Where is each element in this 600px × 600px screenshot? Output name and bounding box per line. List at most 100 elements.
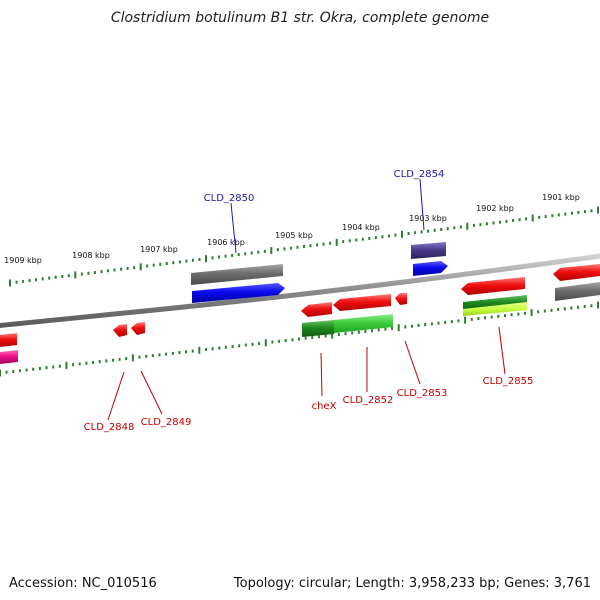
inner-minor-tick: [92, 360, 94, 364]
gene-arrow-purple[interactable]: [411, 242, 446, 259]
gene-label-chex[interactable]: cheX: [312, 401, 337, 412]
gene-arrow-magenta-left-edge[interactable]: [0, 350, 18, 364]
inner-minor-tick: [5, 370, 8, 374]
inner-minor-tick: [417, 323, 420, 327]
inner-minor-tick: [490, 315, 493, 319]
outer-minor-tick: [355, 238, 358, 242]
inner-minor-tick: [477, 317, 480, 321]
inner-minor-tick: [85, 361, 88, 365]
outer-minor-tick: [87, 271, 90, 275]
inner-minor-tick: [364, 329, 367, 333]
outer-minor-tick: [172, 261, 175, 265]
outer-minor-tick: [67, 274, 70, 278]
outer-minor-tick: [420, 230, 423, 234]
outer-minor-tick: [276, 248, 279, 252]
outer-tick-track: [9, 206, 599, 287]
inner-minor-tick: [557, 308, 560, 311]
tick-label-1903: 1903 kbp: [409, 214, 447, 223]
connector-cld-2850: [230, 202, 237, 254]
inner-minor-tick: [145, 354, 148, 358]
gene-arrow-cld-2854[interactable]: [413, 261, 448, 276]
inner-minor-tick: [504, 314, 506, 318]
outer-minor-tick: [61, 275, 64, 278]
outer-minor-tick: [427, 229, 430, 233]
inner-minor-tick: [238, 344, 241, 348]
outer-minor-tick: [433, 228, 436, 232]
inner-minor-tick: [311, 336, 314, 339]
outer-minor-tick: [407, 232, 410, 235]
gene-label-cld-2850[interactable]: CLD_2850: [204, 193, 255, 204]
inner-minor-tick: [590, 304, 593, 308]
inner-minor-tick: [543, 309, 546, 313]
inner-minor-tick: [450, 320, 453, 324]
outer-minor-tick: [165, 262, 168, 265]
inner-minor-tick: [424, 323, 427, 327]
inner-minor-tick: [304, 336, 307, 340]
gene-arrow-cld-2855-red[interactable]: [461, 277, 525, 295]
outer-minor-tick: [590, 209, 593, 213]
gene-arrow-cld-2850[interactable]: [192, 283, 285, 303]
outer-minor-tick: [41, 277, 44, 281]
gene-label-cld-2855[interactable]: CLD_2855: [483, 376, 534, 387]
outer-minor-tick: [191, 258, 194, 262]
forward-strand-genes: [191, 242, 600, 303]
tick-label-1906: 1906 kbp: [207, 238, 245, 247]
outer-minor-tick: [348, 239, 351, 243]
inner-major-tick: [530, 309, 533, 317]
outer-minor-tick: [250, 251, 253, 255]
gene-arrow-red-right-edge[interactable]: [553, 264, 600, 281]
outer-major-tick: [205, 255, 207, 263]
gene-arrow-cld-2852-green[interactable]: [334, 314, 393, 333]
inner-minor-tick: [185, 350, 187, 354]
inner-minor-tick: [58, 364, 61, 368]
gene-arrow-cld-2852-red[interactable]: [333, 294, 391, 311]
connector-cld-2855: [498, 326, 506, 375]
inner-minor-tick: [470, 317, 473, 321]
outer-minor-tick: [100, 270, 103, 274]
outer-minor-tick: [342, 240, 345, 244]
gene-arrow-cld-2853[interactable]: [395, 293, 407, 305]
gene-arrow-chex-red[interactable]: [301, 302, 332, 317]
outer-minor-tick: [472, 223, 475, 227]
outer-minor-tick: [440, 228, 443, 231]
outer-major-tick: [74, 271, 77, 279]
gene-arrow-cld-2855-lime[interactable]: [463, 302, 527, 316]
inner-minor-tick: [437, 321, 440, 325]
gene-label-cld-2849[interactable]: CLD_2849: [141, 417, 192, 428]
gene-arrow-red-left-edge[interactable]: [0, 333, 17, 347]
outer-minor-tick: [107, 269, 109, 273]
genome-backbone: [0, 253, 600, 329]
gene-label-cld-2848[interactable]: CLD_2848: [84, 422, 135, 433]
inner-minor-tick: [430, 322, 433, 326]
gene-label-cld-2854[interactable]: CLD_2854: [394, 169, 445, 180]
outer-minor-tick: [564, 212, 567, 216]
inner-minor-tick: [72, 363, 75, 367]
gene-arrow-chex-green[interactable]: [302, 320, 334, 337]
inner-minor-tick: [497, 314, 500, 318]
inner-minor-tick: [205, 348, 207, 352]
gene-label-cld-2853[interactable]: CLD_2853: [397, 388, 448, 399]
outer-minor-tick: [296, 245, 299, 249]
inner-major-tick: [264, 339, 267, 347]
outer-minor-tick: [218, 255, 221, 259]
connector-cld-2849: [140, 370, 163, 415]
gene-arrow-gray-right[interactable]: [555, 282, 600, 301]
gene-label-cld-2852[interactable]: CLD_2852: [343, 395, 394, 406]
outer-minor-tick: [492, 221, 495, 225]
gene-labels: CLD_2850 CLD_2854 CLD_2848 CLD_2849 cheX…: [84, 169, 534, 433]
connector-cld-2854: [419, 178, 425, 231]
gene-arrow-cld-2848[interactable]: [113, 324, 127, 337]
gene-arrow-cld-2855-green[interactable]: [463, 295, 527, 311]
inner-minor-tick: [271, 340, 274, 344]
inner-minor-tick: [125, 357, 128, 361]
gene-arrow-gray-upper[interactable]: [191, 264, 283, 285]
outer-minor-tick: [453, 226, 456, 230]
gene-arrow-cld-2849[interactable]: [131, 322, 145, 335]
inner-minor-tick: [324, 334, 327, 338]
topology-text: Topology: circular; Length: 3,958,233 bp…: [233, 576, 591, 591]
inner-minor-tick: [537, 310, 540, 314]
inner-major-tick: [397, 324, 400, 332]
outer-minor-tick: [505, 219, 508, 223]
outer-minor-tick: [159, 262, 162, 266]
outer-minor-tick: [80, 272, 83, 276]
